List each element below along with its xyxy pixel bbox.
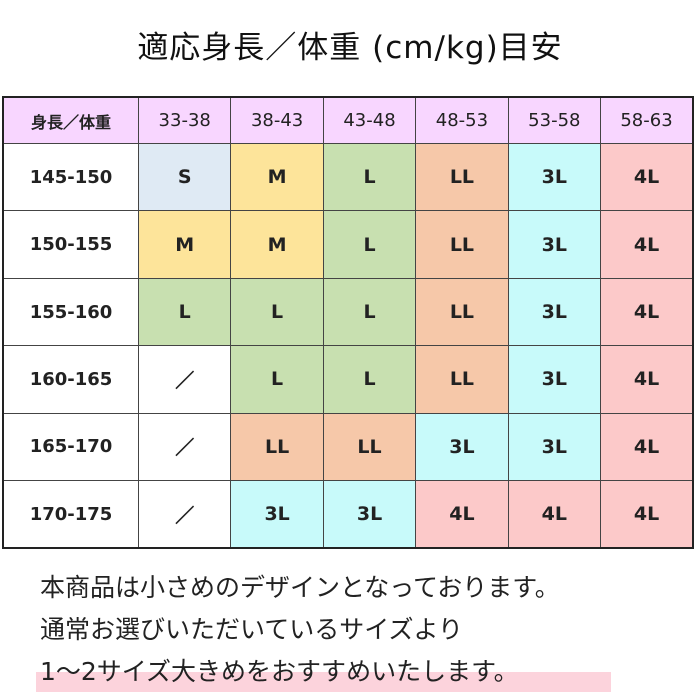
size-cell: ／ xyxy=(137,345,232,414)
size-cell: LL xyxy=(415,142,509,212)
table-row: 165-170 ／ LL LL 3L 3L 4L xyxy=(2,412,694,482)
size-cell: 4L xyxy=(507,480,602,549)
size-cell: 3L xyxy=(507,277,602,347)
size-cell: 4L xyxy=(600,142,694,212)
size-cell: S xyxy=(137,142,232,212)
size-cell: ／ xyxy=(137,480,232,549)
weight-header-3: 43-48 xyxy=(322,96,417,144)
note-line-2: 通常お選びいただいているサイズより xyxy=(40,615,464,644)
weight-header-4: 48-53 xyxy=(415,96,509,144)
size-cell: 3L xyxy=(507,412,602,482)
size-note: 本商品は小さめのデザインとなっております。 通常お選びいただいているサイズより … xyxy=(40,567,690,693)
size-cell: 3L xyxy=(507,210,602,279)
note-line-1: 本商品は小さめのデザインとなっております。 xyxy=(40,573,560,602)
size-cell: L xyxy=(230,277,324,347)
weight-header-1: 33-38 xyxy=(137,96,232,144)
weight-header-6: 58-63 xyxy=(600,96,694,144)
size-cell: 3L xyxy=(322,480,417,549)
size-cell: 3L xyxy=(230,480,324,549)
size-cell: L xyxy=(322,210,417,279)
table-row: 145-150 S M L LL 3L 4L xyxy=(2,142,694,212)
height-label: 170-175 xyxy=(2,480,139,549)
weight-header-5: 53-58 xyxy=(507,96,602,144)
size-cell: LL xyxy=(415,210,509,279)
size-cell: 4L xyxy=(600,345,694,414)
height-label: 145-150 xyxy=(2,142,139,212)
size-cell: 4L xyxy=(600,480,694,549)
page-title: 適応身長／体重 (cm/kg)目安 xyxy=(137,30,563,66)
size-cell: 3L xyxy=(507,142,602,212)
size-cell: LL xyxy=(322,412,417,482)
height-label: 150-155 xyxy=(2,210,139,279)
size-cell: LL xyxy=(230,412,324,482)
table-row: 150-155 M M L LL 3L 4L xyxy=(2,210,694,279)
size-cell: 4L xyxy=(600,277,694,347)
size-cell: 4L xyxy=(415,480,509,549)
note-line-3: 1～2サイズ大きめをおすすめいたします。 xyxy=(40,657,519,686)
size-cell: LL xyxy=(415,277,509,347)
table-row: 155-160 L L L LL 3L 4L xyxy=(2,277,694,347)
weight-header-2: 38-43 xyxy=(230,96,324,144)
size-cell: LL xyxy=(415,345,509,414)
table-row: 170-175 ／ 3L 3L 4L 4L 4L xyxy=(2,480,694,549)
height-label: 160-165 xyxy=(2,345,139,414)
corner-header: 身長／体重 xyxy=(2,96,139,144)
size-cell: L xyxy=(137,277,232,347)
table-header-row: 身長／体重 33-38 38-43 43-48 48-53 53-58 58-6… xyxy=(2,96,694,144)
height-label: 155-160 xyxy=(2,277,139,347)
size-cell: L xyxy=(322,142,417,212)
size-cell: L xyxy=(322,277,417,347)
size-cell: M xyxy=(230,142,324,212)
size-cell: ／ xyxy=(137,412,232,482)
size-cell: M xyxy=(230,210,324,279)
size-cell: L xyxy=(230,345,324,414)
size-cell: 4L xyxy=(600,412,694,482)
highlight-underline xyxy=(36,672,611,692)
size-cell: M xyxy=(137,210,232,279)
size-cell: 3L xyxy=(507,345,602,414)
size-cell: L xyxy=(322,345,417,414)
size-chart-table: 身長／体重 33-38 38-43 43-48 48-53 53-58 58-6… xyxy=(2,96,694,549)
height-label: 165-170 xyxy=(2,412,139,482)
table-row: 160-165 ／ L L LL 3L 4L xyxy=(2,345,694,414)
size-cell: 3L xyxy=(415,412,509,482)
size-cell: 4L xyxy=(600,210,694,279)
